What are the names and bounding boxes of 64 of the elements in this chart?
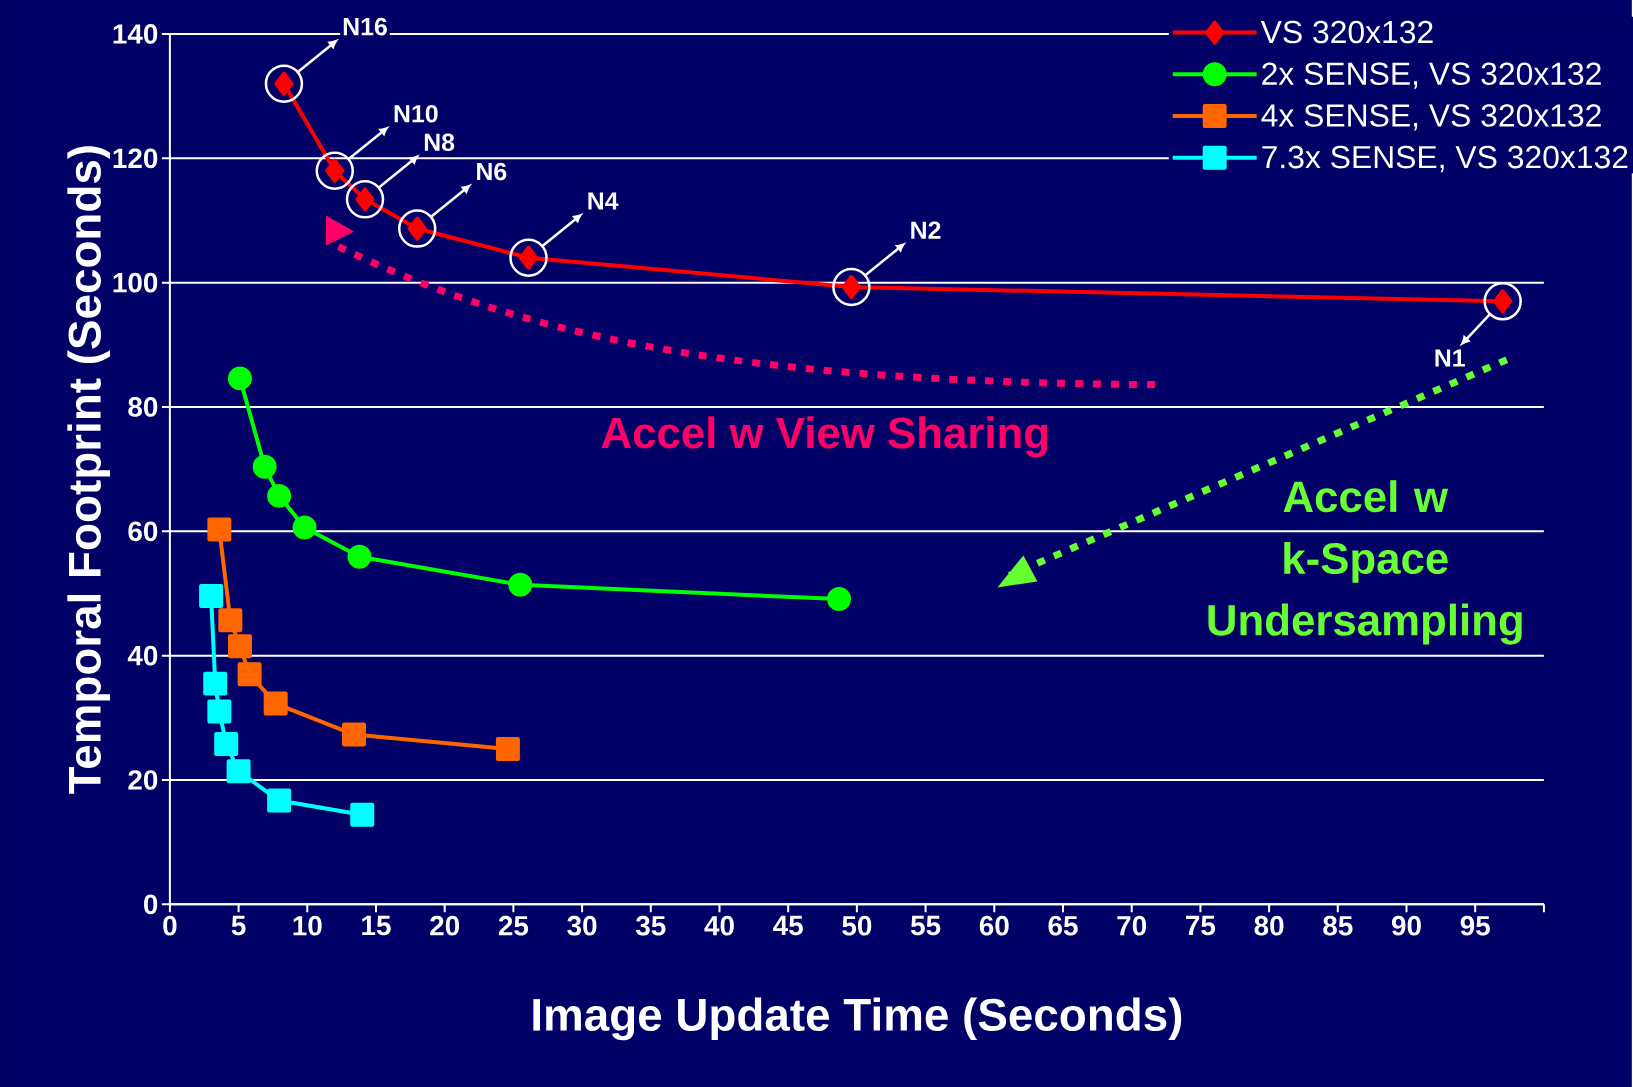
x-tick-label: 25 [498, 915, 529, 936]
x-tick-label: 40 [704, 915, 734, 936]
x-tick-label: 85 [1323, 915, 1353, 936]
x-tick-label: 50 [842, 915, 872, 936]
point [342, 722, 366, 747]
y-tick-label: 100 [113, 272, 158, 293]
y-tick-label: 80 [128, 397, 158, 417]
point [203, 671, 228, 696]
y-tick-label: 40 [127, 645, 158, 666]
point [207, 699, 232, 724]
x-tick-label: 0 [163, 915, 177, 936]
point [292, 515, 317, 540]
legend-label: 2x SENSE, VS 320x132 [1262, 62, 1601, 89]
y-tick-label: 0 [143, 894, 158, 915]
annotation: N2 [911, 221, 941, 239]
y-tick-label: 60 [128, 521, 158, 542]
x-tick-label: 65 [1048, 915, 1078, 936]
y-tick-label: 20 [128, 770, 158, 790]
point [495, 736, 520, 761]
x-tick-label: 15 [362, 915, 391, 936]
x-tick-label: 5 [231, 915, 246, 936]
legend-label: VS 320x132 [1260, 20, 1433, 44]
legend-label: 7.3x SENSE, VS 320x132 [1262, 145, 1628, 173]
point [350, 802, 375, 827]
x-tick-label: 60 [979, 915, 1009, 936]
annotation: N16 [343, 17, 387, 36]
x-tick-label: 80 [1254, 915, 1284, 936]
x-tick-label: 35 [635, 915, 666, 936]
point [252, 454, 277, 479]
point [263, 691, 288, 716]
point [237, 662, 262, 687]
point [207, 517, 232, 542]
point [267, 483, 292, 508]
x-tick-label: 30 [567, 915, 597, 936]
annotation: N4 [588, 192, 619, 210]
point [508, 572, 533, 597]
point [267, 788, 292, 813]
x-tick-label: 20 [430, 915, 460, 936]
y-tick-label: 120 [113, 148, 158, 169]
x-axis-title: Image Update Time (Seconds) [533, 997, 1182, 1041]
point [214, 731, 239, 756]
x-tick-label: 55 [910, 915, 941, 936]
point [827, 587, 852, 611]
point [199, 583, 224, 608]
annotation: N6 [477, 162, 507, 181]
y-axis-title: Temporal Footprint (Seconds) [67, 146, 111, 794]
point [218, 608, 243, 633]
x-tick-label: 45 [773, 915, 803, 936]
point [227, 634, 252, 659]
annotation: N1 [1435, 349, 1465, 367]
x-tick-label: 10 [293, 915, 322, 936]
y-tick-label: 140 [113, 24, 158, 44]
point [226, 759, 251, 784]
annotation: N10 [394, 104, 438, 123]
point [347, 544, 372, 569]
x-tick-label: 95 [1460, 915, 1490, 936]
x-tick-label: 90 [1391, 915, 1421, 936]
annotation: Accel w k-Space Undersampling [1208, 480, 1522, 645]
annotation: Accel w View Sharing [601, 416, 1048, 458]
legend-label: 4x SENSE, VS 320x132 [1261, 104, 1601, 131]
x-tick-label: 70 [1117, 915, 1147, 936]
x-tick-label: 75 [1186, 915, 1216, 936]
annotation: N8 [424, 133, 455, 152]
point [227, 366, 252, 391]
